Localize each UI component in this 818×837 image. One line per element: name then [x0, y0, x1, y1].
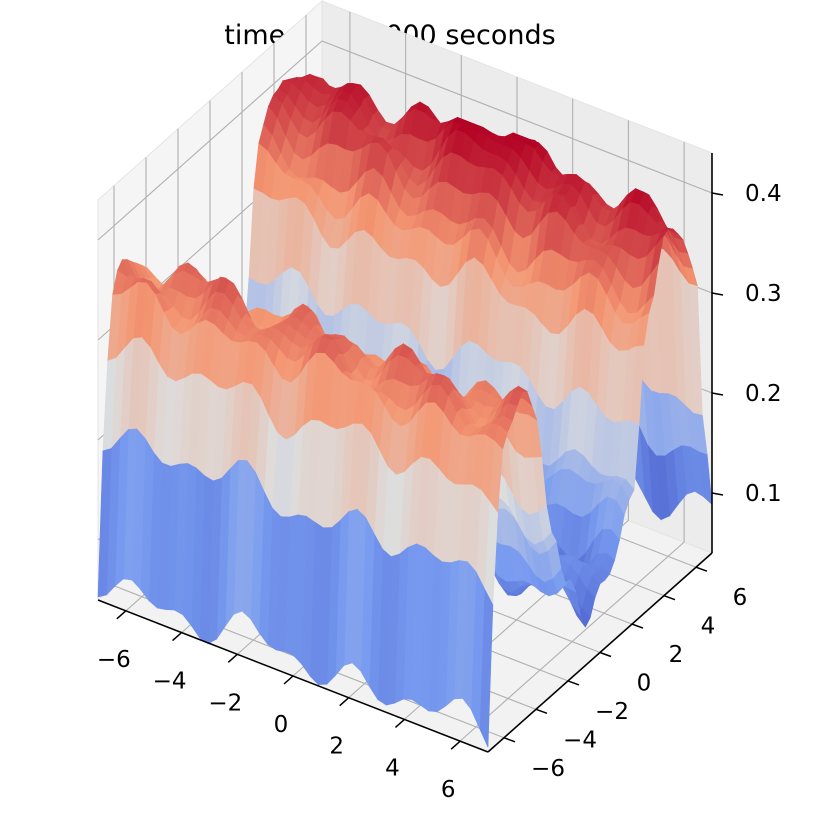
y-tick-label: −6: [531, 756, 565, 782]
x-tick-label: −2: [208, 690, 242, 716]
y-tick-mark: [535, 708, 548, 715]
x-tick-label: −4: [153, 669, 187, 695]
y-tick: −4: [535, 708, 597, 753]
z-tick-label: 0.3: [745, 281, 782, 307]
grid-line-z: [97, 40, 713, 241]
z-tick-label: 0.1: [745, 481, 782, 507]
x-tick-label: 4: [385, 755, 400, 781]
y-tick-mark: [631, 623, 644, 629]
y-tick-label: 4: [701, 614, 716, 640]
x-tick: −4: [153, 632, 187, 695]
z-tick-label: 0.2: [745, 381, 782, 407]
z-tick-mark: [711, 292, 724, 296]
y-tick-label: −4: [563, 727, 597, 753]
y-tick-label: 2: [669, 642, 684, 668]
y-tick: 2: [631, 623, 684, 668]
y-tick: −6: [503, 737, 565, 782]
x-tick: −2: [208, 653, 242, 716]
surface-patch: [97, 448, 112, 598]
z-tick-mark: [711, 192, 724, 196]
z-tick-mark: [711, 492, 724, 496]
z-tick-label: 0.4: [745, 181, 782, 207]
y-tick: 0: [599, 651, 652, 697]
y-tick-mark: [503, 737, 516, 743]
x-tick-mark: [339, 697, 350, 707]
y-tick-mark: [695, 566, 708, 572]
x-tick: 4: [385, 718, 405, 781]
z-tick: 0.4: [711, 181, 782, 207]
x-tick-label: 2: [329, 734, 344, 760]
x-tick: 0: [274, 675, 294, 738]
x-tick-mark: [283, 675, 294, 685]
surface-mesh: [97, 73, 713, 748]
y-tick: −2: [567, 680, 629, 725]
z-tick: 0.3: [711, 281, 782, 307]
y-tick: 4: [663, 594, 716, 640]
y-tick-label: −2: [595, 699, 629, 725]
y-tick: 6: [695, 566, 748, 611]
z-tick: 0.2: [711, 381, 782, 407]
x-tick: 2: [329, 697, 350, 760]
x-tick-mark: [450, 740, 461, 750]
z-tick: 0.1: [711, 481, 782, 507]
x-tick-mark: [116, 610, 127, 620]
z-tick-mark: [711, 392, 724, 396]
x-tick-mark: [227, 653, 238, 663]
y-tick-label: 6: [733, 585, 748, 611]
y-tick-mark: [567, 680, 580, 686]
y-tick-label: 0: [637, 671, 652, 697]
x-tick-label: 6: [441, 777, 456, 803]
x-tick-label: 0: [274, 712, 289, 738]
x-tick: −6: [97, 610, 131, 673]
y-tick-mark: [599, 651, 612, 658]
y-tick-mark: [663, 594, 676, 601]
x-tick-mark: [172, 632, 183, 642]
x-tick: 6: [441, 740, 461, 803]
x-tick-mark: [394, 718, 405, 728]
x-tick-label: −6: [97, 647, 131, 673]
